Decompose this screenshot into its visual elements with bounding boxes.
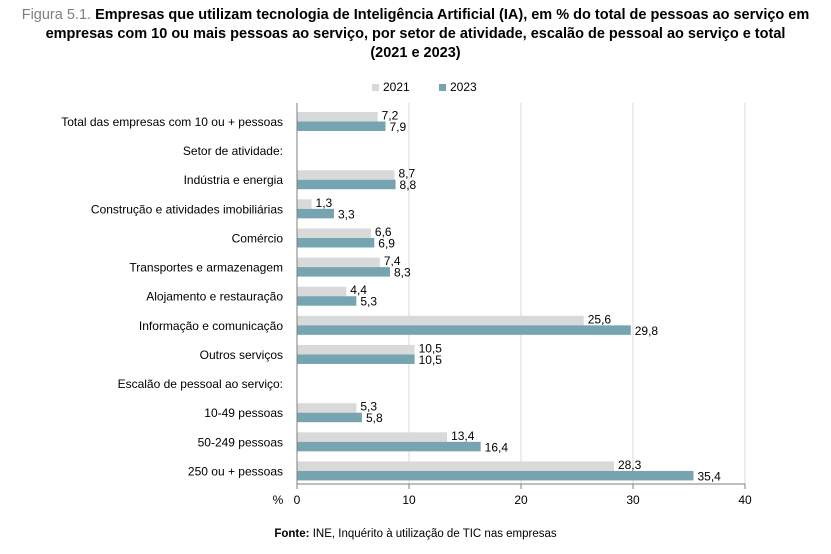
- bar-2021: [297, 112, 378, 122]
- bar-2023: [297, 325, 631, 335]
- category-label: 250 ou + pessoas: [188, 464, 283, 478]
- data-label-2021: 6,6: [375, 225, 392, 239]
- bar-2021: [297, 315, 584, 326]
- data-label-2021: 7,2: [382, 109, 399, 123]
- bar-2023: [297, 354, 415, 364]
- bar-2021: [297, 344, 415, 355]
- x-tick-label: 20: [514, 493, 528, 507]
- x-unit-label: %: [273, 493, 284, 507]
- bar-chart: 2021 2023 Total das empresas com 10 ou + p…: [61, 80, 752, 507]
- data-label-2021: 25,6: [588, 312, 612, 326]
- legend-label-2021: 2021: [383, 80, 410, 94]
- x-tick-label: 0: [294, 493, 301, 507]
- source-note: Fonte: INE, Inquérito à utilização de TI…: [0, 528, 831, 540]
- data-label-2021: 4,4: [350, 283, 367, 297]
- legend-swatch-2023: [439, 84, 446, 91]
- data-label-2021: 5,3: [360, 400, 377, 414]
- data-label-2023: 7,9: [389, 120, 406, 134]
- source-label: Fonte:: [274, 528, 310, 540]
- category-label: Escalão de pessoal ao serviço:: [118, 377, 283, 391]
- bar-2021: [297, 228, 371, 238]
- data-label-2021: 8,7: [398, 167, 415, 181]
- x-tick-label: 40: [738, 493, 752, 507]
- bar-2023: [297, 267, 390, 277]
- data-label-2021: 13,4: [451, 429, 475, 443]
- category-label: Comércio: [232, 231, 284, 245]
- bar-2021: [297, 257, 380, 268]
- category-label: Construção e atividades imobiliárias: [91, 202, 283, 216]
- bar-2021: [297, 461, 614, 471]
- figure-label: Figura 5.1.: [21, 7, 92, 23]
- data-label-2021: 7,4: [384, 254, 401, 268]
- data-label-2023: 16,4: [485, 440, 509, 454]
- legend-swatch-2021: [372, 84, 379, 91]
- bar-2023: [297, 296, 357, 306]
- data-label-2021: 28,3: [618, 458, 642, 472]
- category-label: Total das empresas com 10 ou + pessoas: [61, 115, 283, 129]
- bar-2023: [297, 237, 375, 248]
- bar-2021: [297, 286, 347, 297]
- data-label-2023: 8,3: [394, 266, 411, 280]
- data-label-2023: 6,9: [378, 236, 395, 250]
- data-label-2023: 35,4: [697, 469, 721, 483]
- category-label: Setor de atividade:: [183, 144, 283, 158]
- category-label: Informação e comunicação: [139, 319, 283, 333]
- data-label-2023: 10,5: [419, 353, 443, 367]
- bar-2023: [297, 179, 396, 190]
- source-text: INE, Inquérito à utilização de TIC nas e…: [312, 528, 557, 540]
- title-line-2: empresas com 10 ou mais pessoas ao servi…: [45, 26, 786, 42]
- bar-2021: [297, 432, 448, 442]
- data-label-2023: 29,8: [635, 324, 659, 338]
- category-label: 10-49 pessoas: [204, 406, 283, 420]
- bar-2023: [297, 208, 334, 219]
- data-label-2023: 8,8: [400, 178, 417, 192]
- data-label-2021: 1,3: [316, 196, 333, 210]
- legend-label-2023: 2023: [450, 80, 477, 94]
- category-label: Alojamento e restauração: [146, 290, 283, 304]
- category-label: Outros serviços: [200, 348, 283, 362]
- bar-2023: [297, 412, 362, 423]
- bar-2023: [297, 441, 481, 452]
- category-label: Indústria e energia: [184, 173, 284, 187]
- data-label-2023: 3,3: [338, 207, 355, 221]
- bar-2023: [297, 121, 386, 131]
- title-line-3: (2021 e 2023): [370, 45, 461, 61]
- bar-2021: [297, 403, 357, 413]
- x-tick-label: 10: [402, 493, 416, 507]
- bar-2021: [297, 170, 395, 180]
- bar-2021: [297, 199, 312, 209]
- bar-2023: [297, 470, 694, 481]
- chart-title: Figura 5.1. Empresas que utilizam tecnol…: [0, 6, 831, 63]
- data-label-2021: 10,5: [419, 341, 443, 355]
- title-line-1: Empresas que utilizam tecnologia de Inte…: [95, 7, 810, 23]
- data-label-2023: 5,8: [366, 411, 383, 425]
- x-tick-label: 30: [626, 493, 640, 507]
- data-label-2023: 5,3: [360, 295, 377, 309]
- category-label: 50-249 pessoas: [198, 435, 283, 449]
- category-label: Transportes e armazenagem: [129, 261, 283, 275]
